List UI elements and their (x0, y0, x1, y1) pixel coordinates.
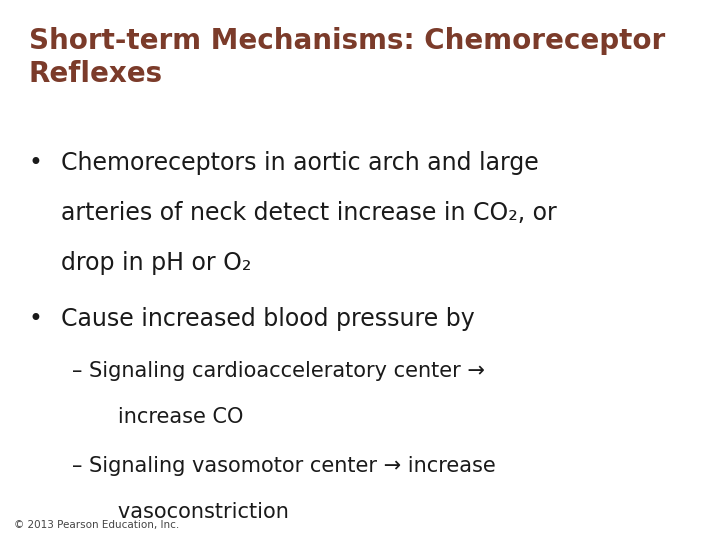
Text: arteries of neck detect increase in CO₂, or: arteries of neck detect increase in CO₂,… (61, 201, 557, 225)
Text: © 2013 Pearson Education, Inc.: © 2013 Pearson Education, Inc. (14, 520, 180, 530)
Text: – Signaling vasomotor center → increase: – Signaling vasomotor center → increase (72, 456, 496, 476)
Text: •: • (29, 151, 42, 175)
Text: Chemoreceptors in aortic arch and large: Chemoreceptors in aortic arch and large (61, 151, 539, 175)
Text: Short-term Mechanisms: Chemoreceptor
Reflexes: Short-term Mechanisms: Chemoreceptor Ref… (29, 27, 665, 89)
Text: •: • (29, 307, 42, 331)
Text: increase CO: increase CO (98, 407, 243, 427)
Text: vasoconstriction: vasoconstriction (98, 502, 289, 522)
Text: Cause increased blood pressure by: Cause increased blood pressure by (61, 307, 475, 331)
Text: drop in pH or O₂: drop in pH or O₂ (61, 251, 251, 274)
Text: – Signaling cardioacceleratory center →: – Signaling cardioacceleratory center → (72, 361, 485, 381)
